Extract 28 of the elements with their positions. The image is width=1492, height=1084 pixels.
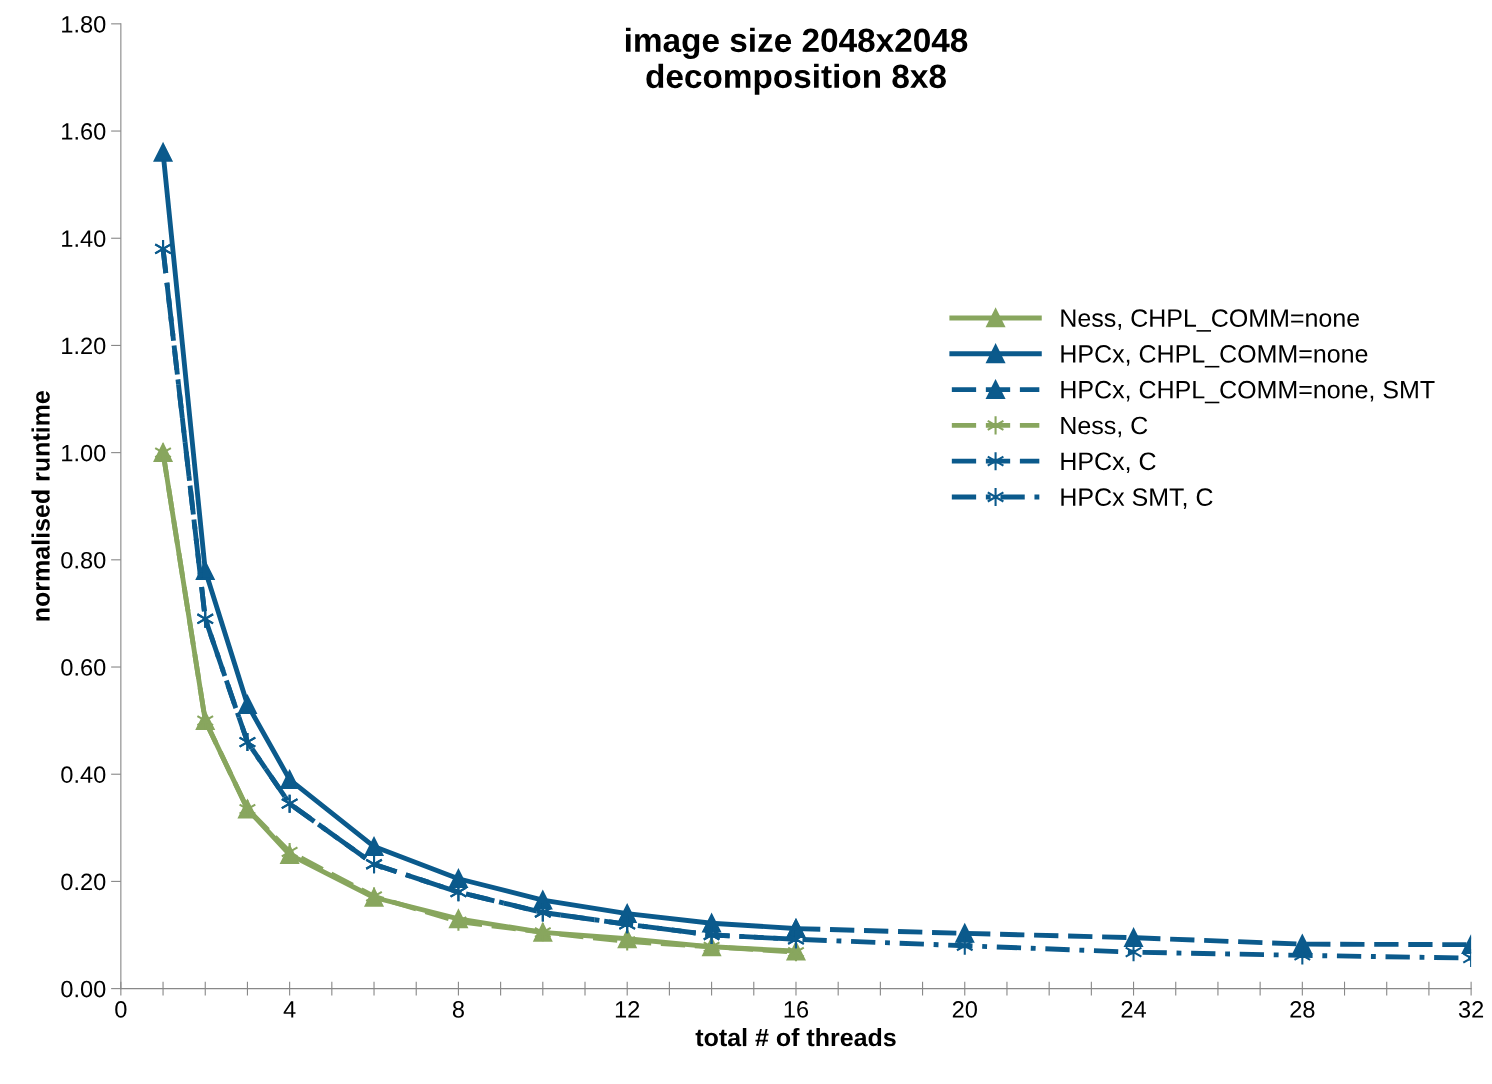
- x-axis-title: total # of threads: [695, 1027, 896, 1047]
- x-tick-label: 0: [115, 1001, 127, 1018]
- y-tick-label: 0.20: [61, 873, 106, 891]
- legend-label: HPCx SMT, C: [1061, 488, 1213, 509]
- y-tick-label: 1.40: [62, 230, 106, 248]
- x-tick-label: 12: [615, 1001, 640, 1018]
- y-tick-label: 1.80: [62, 15, 106, 33]
- x-tick-label: 8: [452, 1001, 464, 1018]
- y-tick-label: 0.80: [61, 551, 106, 569]
- x-tick-label: 20: [952, 1001, 977, 1018]
- y-axis-title: normalised runtime: [31, 391, 50, 621]
- legend-label: Ness, CHPL_COMM=none: [1061, 309, 1360, 332]
- x-tick-label: 24: [1121, 1001, 1146, 1018]
- x-tick-label: 4: [283, 1001, 296, 1018]
- y-tick-label: 0.00: [61, 980, 106, 998]
- y-tick-label: 1.20: [62, 337, 106, 355]
- legend-label: Ness, C: [1061, 416, 1148, 438]
- x-tick-label: 28: [1290, 1001, 1315, 1018]
- legend-label: HPCx, CHPL_COMM=none, SMT: [1061, 380, 1435, 404]
- y-tick-label: 0.60: [61, 659, 106, 676]
- legend-label: HPCx, CHPL_COMM=none: [1061, 345, 1368, 368]
- y-tick-label: 1.60: [62, 123, 106, 140]
- text: image size 2048x2048 decomposition 8x8: [625, 27, 968, 95]
- y-tick-label: 1.00: [62, 444, 106, 462]
- x-tick-label: 32: [1458, 1001, 1484, 1018]
- legend-label: HPCx, C: [1061, 452, 1156, 474]
- x-tick-label: 16: [784, 1001, 809, 1018]
- y-tick-label: 0.40: [61, 766, 106, 783]
